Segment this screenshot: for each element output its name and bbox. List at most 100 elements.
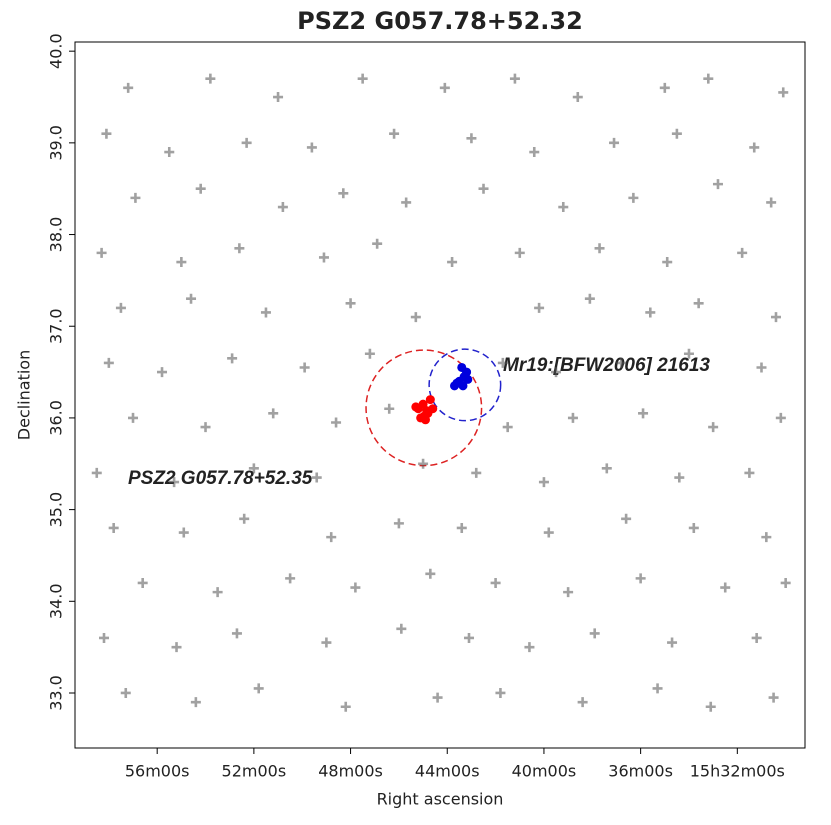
- galaxy-marker: [683, 348, 694, 359]
- galaxy-marker: [186, 293, 197, 304]
- annotation: PSZ2 G057.78+52.35: [128, 468, 313, 489]
- galaxy-marker: [410, 312, 421, 323]
- galaxy-marker: [241, 137, 252, 148]
- y-tick-label: 35.0: [47, 492, 66, 528]
- x-tick-label: 36m00s: [608, 762, 673, 781]
- galaxy-marker: [667, 637, 678, 648]
- galaxy-marker: [130, 192, 141, 203]
- galaxy-marker: [693, 298, 704, 309]
- galaxy-marker: [331, 417, 342, 428]
- x-tick-label: 40m00s: [512, 762, 577, 781]
- galaxy-marker: [311, 472, 322, 483]
- galaxy-marker: [227, 353, 238, 364]
- annotation: Mr19:[BFW2006] 21613: [503, 355, 710, 376]
- galaxy-marker: [401, 197, 412, 208]
- galaxy-marker: [273, 92, 284, 103]
- galaxy-marker: [749, 142, 760, 153]
- galaxy-marker: [708, 422, 719, 433]
- galaxy-marker: [509, 73, 520, 84]
- galaxy-marker: [157, 367, 168, 378]
- galaxy-marker: [137, 577, 148, 588]
- galaxy-marker: [318, 252, 329, 263]
- galaxy-marker: [490, 577, 501, 588]
- galaxy-marker: [778, 87, 789, 98]
- galaxy-marker: [466, 133, 477, 144]
- galaxy-marker: [720, 582, 731, 593]
- galaxy-marker: [91, 467, 102, 478]
- galaxy-marker: [393, 518, 404, 529]
- galaxy-marker: [239, 513, 250, 524]
- x-tick-label: 48m00s: [318, 762, 383, 781]
- galaxy-marker: [176, 257, 187, 268]
- galaxy-marker: [234, 243, 245, 254]
- galaxy-marker: [418, 458, 429, 469]
- galaxy-marker: [306, 142, 317, 153]
- galaxy-marker: [645, 307, 656, 318]
- galaxy-marker: [616, 357, 627, 368]
- galaxy-marker: [260, 307, 271, 318]
- galaxy-marker: [396, 623, 407, 634]
- galaxy-marker: [567, 412, 578, 423]
- galaxy-marker: [171, 642, 182, 653]
- galaxy-marker: [744, 467, 755, 478]
- galaxy-marker: [751, 632, 762, 643]
- galaxy-marker: [621, 513, 632, 524]
- galaxy-marker: [277, 202, 288, 213]
- galaxy-marker: [321, 637, 332, 648]
- galaxy-marker: [594, 243, 605, 254]
- galaxy-marker: [456, 522, 467, 533]
- member-point: [458, 381, 468, 391]
- galaxy-marker: [115, 302, 126, 313]
- galaxy-marker: [534, 302, 545, 313]
- plot-frame: [74, 41, 806, 749]
- galaxy-marker: [577, 697, 588, 708]
- galaxy-marker: [502, 422, 513, 433]
- galaxy-marker: [123, 82, 134, 93]
- galaxy-marker: [471, 467, 482, 478]
- galaxy-marker: [164, 147, 175, 158]
- y-tick-label: 38.0: [47, 217, 66, 253]
- y-axis-label: Declination: [15, 350, 34, 440]
- galaxy-marker: [101, 128, 112, 139]
- x-axis-label: Right ascension: [377, 790, 504, 809]
- galaxy-marker: [425, 568, 436, 579]
- galaxy-marker: [780, 577, 791, 588]
- galaxy-marker: [432, 692, 443, 703]
- member-point: [425, 395, 435, 405]
- y-tick-label: 36.0: [47, 400, 66, 436]
- member-point: [411, 402, 421, 412]
- galaxy-marker: [635, 573, 646, 584]
- galaxy-marker: [326, 532, 337, 543]
- galaxy-marker: [99, 632, 110, 643]
- galaxy-marker: [231, 628, 242, 639]
- galaxy-marker: [775, 412, 786, 423]
- y-tick-label: 34.0: [47, 583, 66, 619]
- galaxy-marker: [628, 192, 639, 203]
- y-tick-label: 39.0: [47, 125, 66, 161]
- galaxy-marker: [638, 408, 649, 419]
- galaxy-marker: [96, 247, 107, 258]
- search-circle: [428, 348, 502, 422]
- galaxy-marker: [299, 362, 310, 373]
- galaxy-marker: [103, 357, 114, 368]
- x-tick-label: 15h32m00s: [690, 762, 785, 781]
- galaxy-marker: [340, 701, 351, 712]
- y-tick-label: 40.0: [47, 33, 66, 69]
- member-point: [457, 362, 467, 372]
- galaxy-marker: [108, 522, 119, 533]
- galaxy-marker: [384, 403, 395, 414]
- galaxy-marker: [495, 687, 506, 698]
- galaxy-marker: [478, 183, 489, 194]
- galaxy-marker: [169, 477, 180, 488]
- x-tick-label: 44m00s: [415, 762, 480, 781]
- galaxy-marker: [584, 293, 595, 304]
- galaxy-marker: [464, 632, 475, 643]
- galaxy-marker: [756, 362, 767, 373]
- galaxy-marker: [705, 701, 716, 712]
- galaxy-marker: [350, 582, 361, 593]
- galaxy-marker: [285, 573, 296, 584]
- galaxy-marker: [497, 357, 508, 368]
- galaxy-marker: [761, 532, 772, 543]
- galaxy-marker: [572, 92, 583, 103]
